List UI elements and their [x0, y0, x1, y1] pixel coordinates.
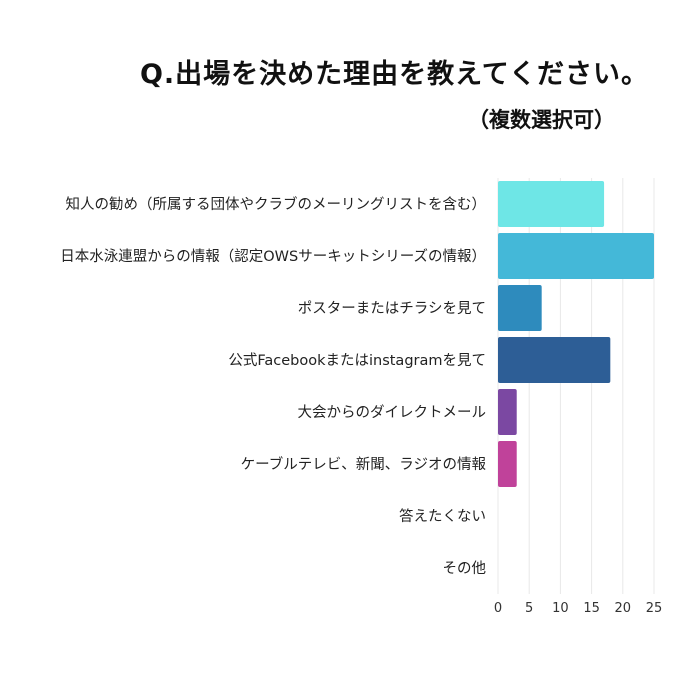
bar	[498, 441, 517, 487]
bar	[498, 285, 542, 331]
x-tick-label: 20	[615, 601, 632, 616]
x-tick-label: 25	[646, 601, 663, 616]
x-tick-label: 10	[552, 601, 569, 616]
category-label: ポスターまたはチラシを見て	[298, 300, 486, 317]
x-tick-label: 0	[494, 601, 502, 616]
category-labels: 知人の勧め（所属する団体やクラブのメーリングリストを含む） 日本水泳連盟からの情報…	[60, 195, 486, 577]
category-label: 日本水泳連盟からの情報（認定OWSサーキットシリーズの情報）	[60, 248, 486, 265]
category-label: 公式Facebookまたはinstagramを見て	[228, 352, 486, 369]
category-label: 大会からのダイレクトメール	[298, 404, 487, 421]
bar	[498, 181, 605, 227]
category-label: 答えたくない	[399, 508, 486, 525]
chart-title: Q.出場を決めた理由を教えてください。	[139, 59, 649, 90]
category-label: 知人の勧め（所属する団体やクラブのメーリングリストを含む）	[66, 195, 487, 213]
x-tick-labels: 0 5 10 15 20 25	[494, 601, 662, 616]
bar	[498, 337, 611, 383]
chart-subtitle: （複数選択可）	[468, 108, 615, 132]
category-label: ケーブルテレビ、新聞、ラジオの情報	[241, 455, 487, 473]
x-tick-label: 15	[583, 601, 600, 616]
category-label: その他	[443, 560, 487, 577]
bar	[498, 389, 517, 435]
bars	[498, 181, 654, 487]
bar	[498, 233, 654, 279]
x-tick-label: 5	[525, 601, 533, 616]
